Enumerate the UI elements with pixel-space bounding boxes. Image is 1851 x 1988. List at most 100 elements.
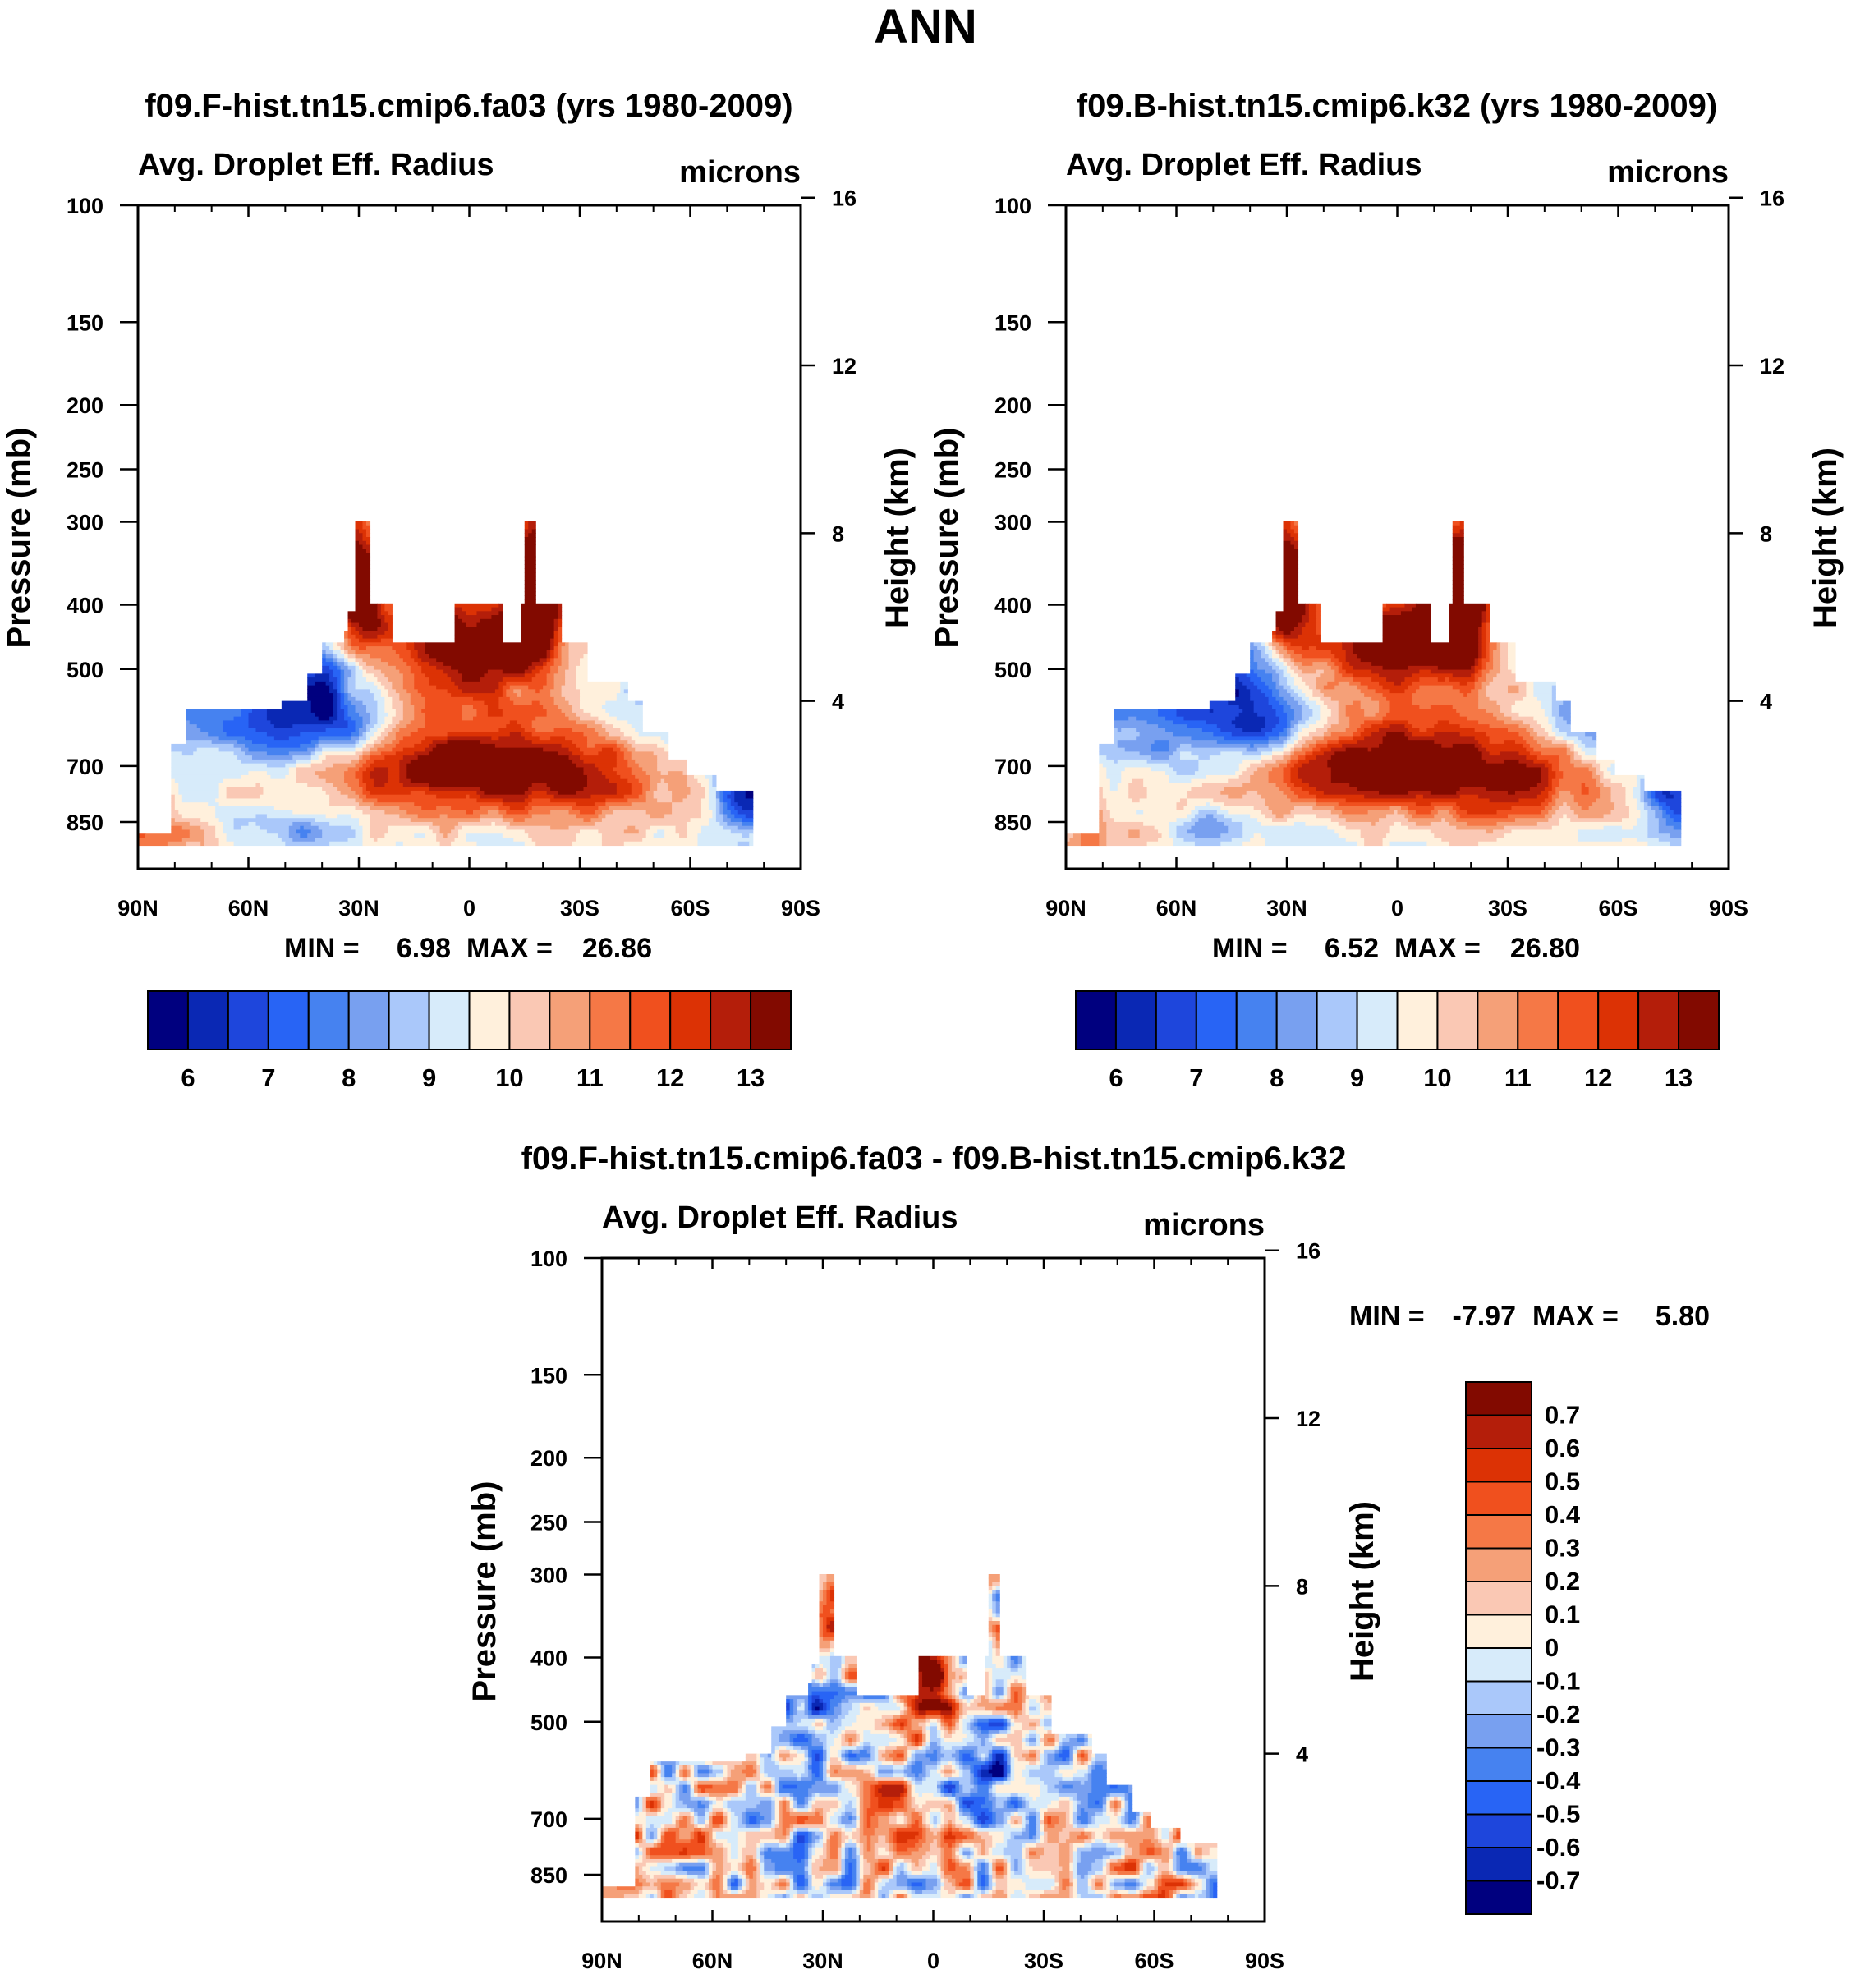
contour-cell <box>333 670 342 674</box>
contour-cell <box>856 1801 860 1805</box>
contour-cell <box>348 677 356 682</box>
contour-cell <box>356 549 367 553</box>
contour-cell <box>1316 744 1328 748</box>
contour-cell <box>292 755 311 760</box>
contour-cell <box>1316 646 1343 650</box>
contour-cell <box>1140 751 1174 755</box>
contour-cell <box>1054 1742 1059 1746</box>
contour-cell <box>749 1816 757 1820</box>
contour-cell <box>664 1765 673 1770</box>
contour-cell <box>967 1703 971 1707</box>
contour-cell <box>1294 650 1331 654</box>
contour-cell <box>1022 1703 1026 1707</box>
contour-cell <box>576 791 618 795</box>
contour-cell <box>904 1788 908 1793</box>
colorbar-label: 11 <box>1504 1063 1532 1092</box>
contour-cell <box>411 818 481 822</box>
contour-cell <box>955 1793 971 1797</box>
contour-cell <box>1475 677 1479 682</box>
contour-cell <box>356 650 397 654</box>
contour-cell <box>779 1816 783 1820</box>
contour-cell <box>1490 724 1519 728</box>
contour-cell <box>723 810 732 815</box>
contour-cell <box>1272 810 1291 815</box>
contour-cell <box>985 1692 989 1696</box>
contour-cell <box>635 740 664 744</box>
contour-cell <box>554 697 566 701</box>
contour-cell <box>1324 693 1365 697</box>
contour-cell <box>356 791 364 795</box>
contour-cell <box>1099 814 1103 818</box>
contour-cell <box>830 1668 838 1672</box>
contour-cell <box>820 1629 824 1633</box>
contour-cell <box>337 666 341 670</box>
contour-cell <box>790 1715 794 1719</box>
contour-cell <box>860 1781 864 1785</box>
contour-cell <box>1151 767 1174 771</box>
contour-cell <box>948 1668 952 1672</box>
contour-cell <box>510 697 554 701</box>
contour-cell <box>1434 740 1478 744</box>
contour-cell <box>885 1719 893 1723</box>
contour-cell <box>190 833 205 838</box>
contour-cell <box>1596 798 1612 802</box>
contour-cell <box>1346 798 1490 802</box>
contour-cell <box>1346 728 1357 732</box>
contour-cell <box>1220 728 1243 732</box>
contour-cell <box>989 1637 993 1641</box>
contour-cell <box>1327 705 1339 709</box>
contour-cell <box>1026 1707 1030 1711</box>
contour-cell <box>1482 682 1490 686</box>
contour-cell <box>1276 697 1284 701</box>
contour-cell <box>940 1726 944 1730</box>
contour-cell <box>698 1804 706 1808</box>
contour-cell <box>944 1738 963 1742</box>
contour-cell <box>860 1750 868 1754</box>
contour-cell <box>300 732 351 737</box>
contour-cell <box>498 604 503 608</box>
contour-cell <box>1552 814 1564 818</box>
contour-cell <box>919 1668 942 1672</box>
contour-cell <box>734 798 753 802</box>
contour-cell <box>1088 1804 1104 1808</box>
contour-cell <box>411 697 426 701</box>
contour-cell <box>823 1770 827 1774</box>
contour-cell <box>959 1715 963 1719</box>
contour-cell <box>1453 526 1464 530</box>
contour-cell <box>1640 810 1648 815</box>
contour-cell <box>907 1723 912 1727</box>
contour-cell <box>558 791 576 795</box>
contour-cell <box>679 1793 691 1797</box>
contour-cell <box>1294 682 1306 686</box>
contour-cell <box>676 1785 680 1789</box>
contour-cell <box>1500 705 1512 709</box>
contour-cell <box>948 1761 952 1765</box>
contour-cell <box>838 1793 853 1797</box>
contour-cell <box>525 529 533 533</box>
contour-cell <box>488 709 503 713</box>
contour-cell <box>1394 822 1402 826</box>
contour-cell <box>838 1797 857 1801</box>
contour-cell <box>215 810 293 815</box>
contour-cell <box>1545 806 1553 810</box>
contour-cell <box>348 697 356 701</box>
y-tick-label: 500 <box>67 658 103 682</box>
contour-cell <box>1548 818 1559 822</box>
contour-cell <box>992 1808 1018 1812</box>
contour-cell <box>893 1804 904 1808</box>
contour-cell <box>1453 588 1464 592</box>
contour-cell <box>912 1742 916 1746</box>
contour-cell <box>870 1797 879 1801</box>
contour-cell <box>992 1660 1004 1664</box>
contour-cell <box>1284 740 1288 744</box>
contour-cell <box>521 611 558 615</box>
contour-cell <box>944 1812 956 1816</box>
contour-cell <box>1106 806 1177 810</box>
contour-cell <box>705 1797 710 1801</box>
contour-cell <box>635 1812 639 1816</box>
contour-cell <box>1069 1761 1073 1765</box>
contour-cell <box>562 709 573 713</box>
contour-cell <box>1419 677 1438 682</box>
contour-cell <box>639 732 668 737</box>
contour-cell <box>1486 760 1504 764</box>
